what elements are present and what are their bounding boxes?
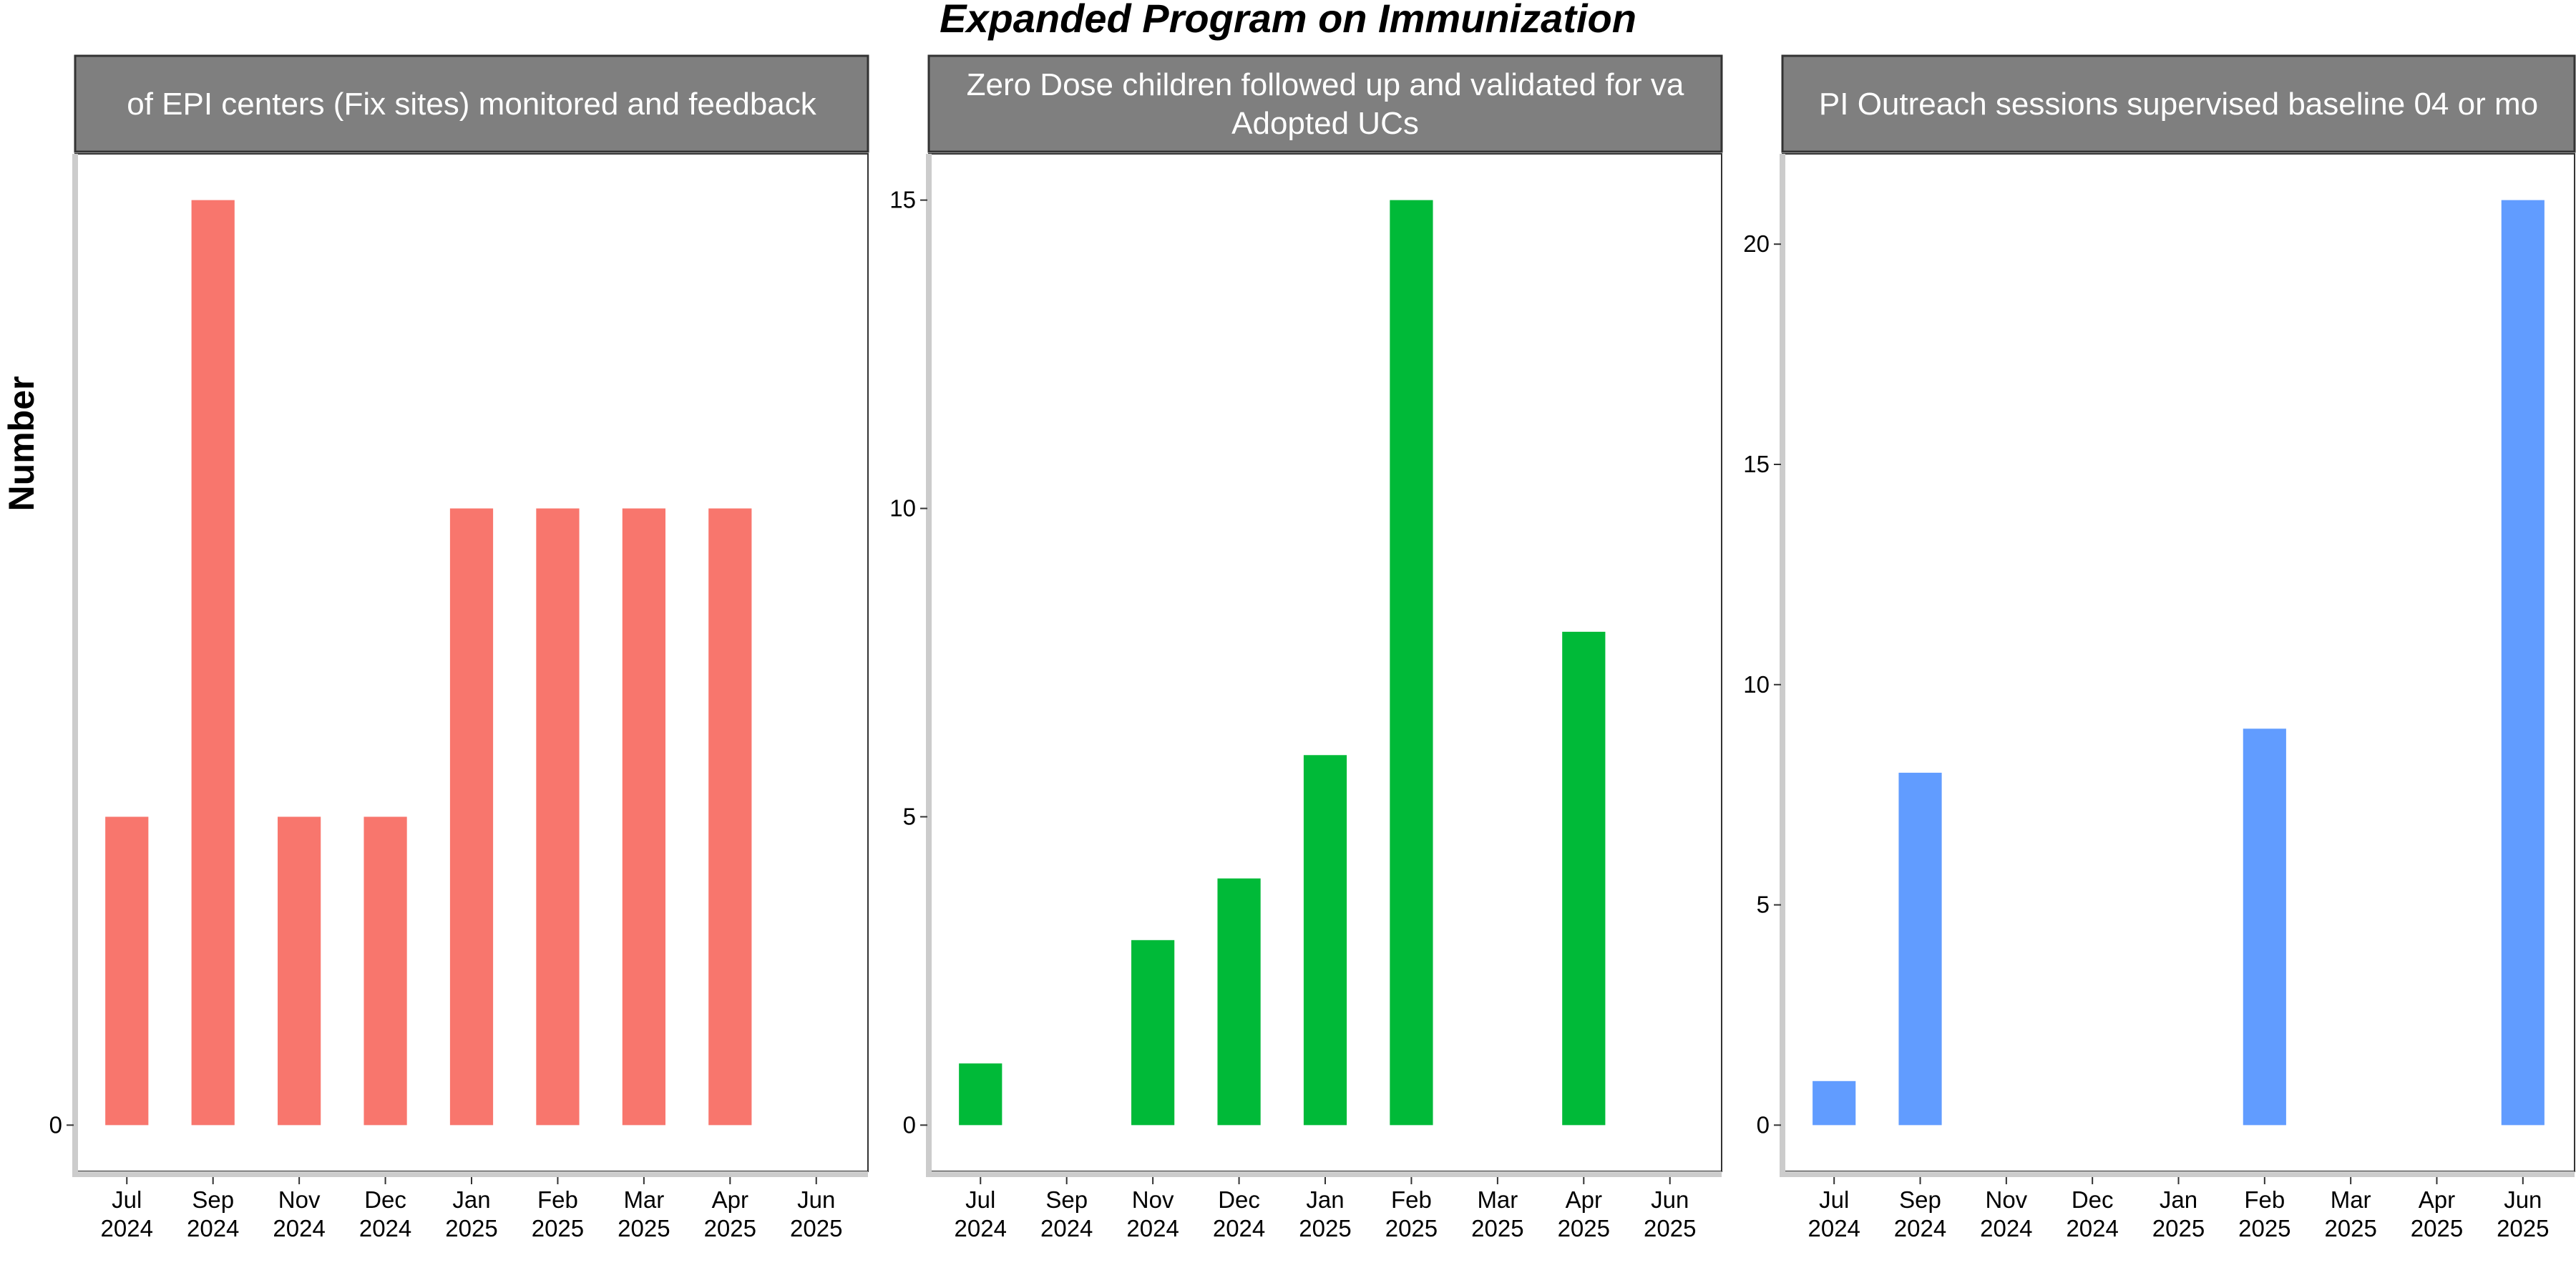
x-tick-label: Dec 2024 [359,1186,411,1241]
bar [364,816,407,1126]
x-tick-label: Mar 2025 [618,1186,670,1241]
x-tick-label: Sep 2024 [1040,1186,1093,1241]
panel-title: Zero Dose children followed up and valid… [967,67,1684,141]
x-tick-label: Jun 2025 [2497,1186,2549,1241]
y-tick-label: 0 [1757,1111,1770,1138]
bar [1813,1080,1856,1126]
x-tick-label: Feb 2025 [1385,1186,1438,1241]
x-tick-label: Nov 2024 [1126,1186,1179,1241]
panel-strip [74,54,869,153]
panel-strip [927,54,1723,153]
bar [1390,200,1433,1126]
x-tick-label: Nov 2024 [273,1186,325,1241]
x-tick-label: Sep 2024 [187,1186,239,1241]
x-tick-label: Feb 2025 [532,1186,584,1241]
y-tick-label: 0 [903,1111,916,1138]
x-tick-label: Jan 2025 [445,1186,497,1241]
y-tick-label: 0 [49,1111,62,1138]
x-tick-label: Jul 2024 [1807,1186,1860,1241]
bar [449,508,494,1126]
panel-1: of EPI centers (Fix sites) monitored and… [49,54,869,1241]
bar [191,200,235,1126]
bar [536,508,580,1126]
x-tick-label: Jul 2024 [101,1186,153,1241]
x-tick-label: Jan 2025 [1299,1186,1351,1241]
x-tick-label: Jun 2025 [1644,1186,1696,1241]
bar [622,508,665,1126]
bar [2243,728,2286,1126]
page-title: Expanded Program on Immunization [940,0,1636,41]
bar [2501,200,2545,1126]
y-tick-label: 5 [903,803,916,829]
x-tick-label: Mar 2025 [1471,1186,1523,1241]
x-tick-label: Apr 2025 [2411,1186,2463,1241]
bar [1898,772,1942,1126]
bar [105,816,149,1126]
bar [278,816,321,1126]
bar [708,508,752,1126]
bar [1131,940,1175,1126]
y-tick-label: 10 [889,495,916,522]
x-tick-label: Jun 2025 [790,1186,842,1241]
x-tick-label: Feb 2025 [2238,1186,2290,1241]
y-tick-label: 20 [1743,230,1770,257]
x-tick-label: Dec 2024 [1213,1186,1265,1241]
x-tick-label: Sep 2024 [1894,1186,1946,1241]
x-tick-label: Apr 2025 [704,1186,756,1241]
y-tick-label: 5 [1757,892,1770,918]
panel-title: PI Outreach sessions supervised baseline… [1819,87,2538,122]
y-tick-label: 10 [1743,671,1770,698]
panel-title: of EPI centers (Fix sites) monitored and… [127,87,817,122]
x-tick-label: Mar 2025 [2324,1186,2376,1241]
x-tick-label: Apr 2025 [1558,1186,1610,1241]
x-tick-label: Nov 2024 [1980,1186,2032,1241]
panel-strip [1781,54,2576,153]
bar [1217,878,1261,1126]
bar [959,1063,1002,1126]
bar [1303,755,1347,1126]
x-tick-label: Jul 2024 [955,1186,1007,1241]
x-tick-label: Jan 2025 [2152,1186,2205,1241]
panel-2: Zero Dose children followed up and valid… [889,54,1723,1241]
y-tick-label: 15 [1743,451,1770,477]
x-tick-label: Dec 2024 [2066,1186,2118,1241]
bar [1562,631,1606,1126]
y-tick-label: 15 [889,187,916,213]
panel-3: PI Outreach sessions supervised baseline… [1743,54,2576,1241]
